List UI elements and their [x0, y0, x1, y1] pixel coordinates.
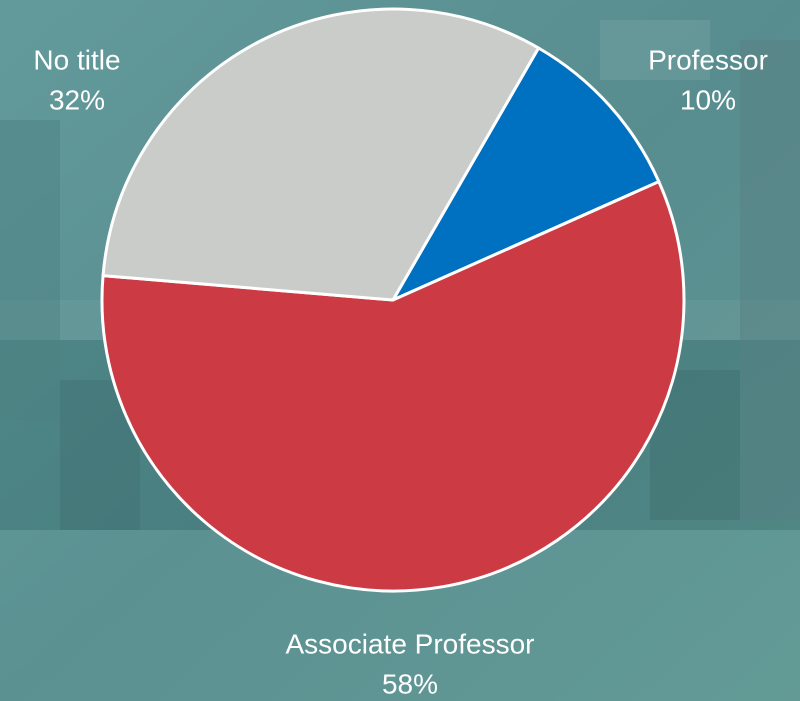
slice-label: Professor — [648, 44, 768, 75]
slice-value-label: 58% — [382, 668, 438, 699]
slice-label: Associate Professor — [286, 628, 535, 659]
pie — [100, 7, 686, 593]
slice-label: No title — [33, 44, 120, 75]
slice-value-label: 32% — [49, 84, 105, 115]
pie-slice — [391, 46, 661, 302]
labels: Professor 10% Associate Professor 58% No tit… — [33, 44, 767, 699]
slice-value-label: 10% — [680, 84, 736, 115]
pie-slice — [100, 180, 686, 593]
pie-slice — [101, 7, 540, 302]
